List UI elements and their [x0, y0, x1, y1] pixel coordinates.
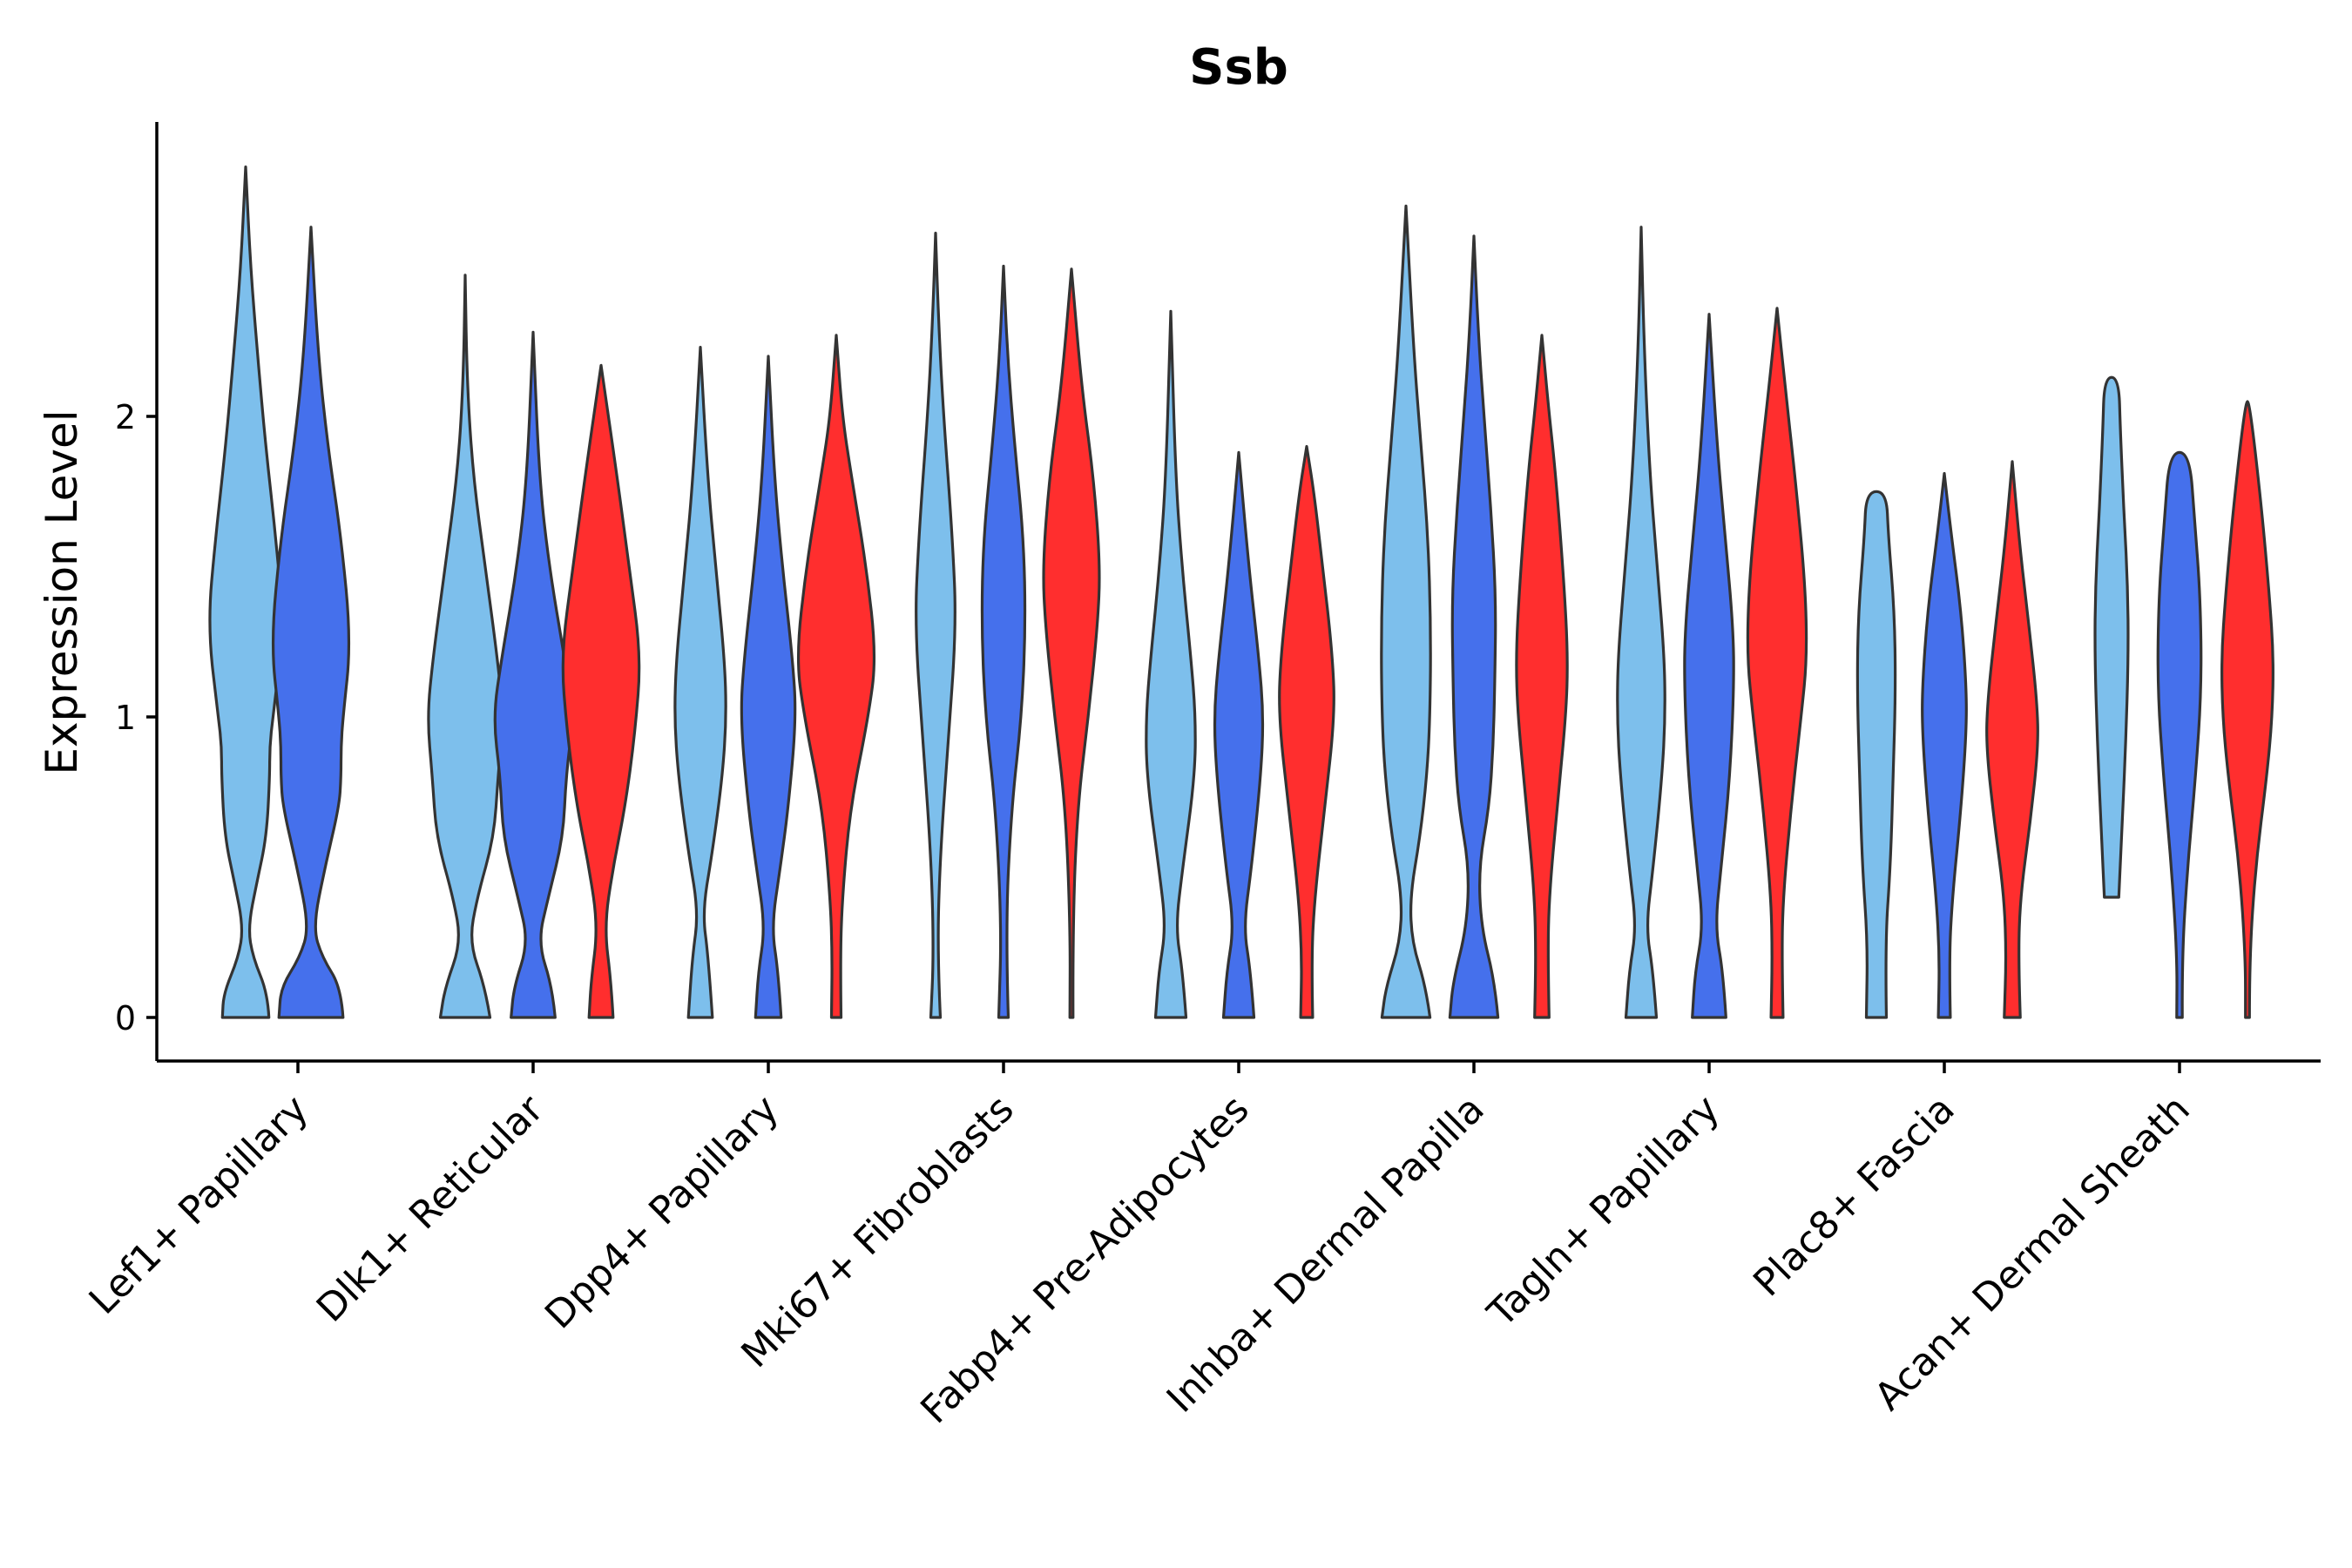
violin-tagln-papillary-s1 — [1616, 226, 1666, 1019]
violin-inhba-dermal-papilla-s3 — [1515, 334, 1569, 1019]
violin-acan-dermal-sheath-s3 — [2220, 400, 2274, 1019]
violin-dpp4-papillary-s1 — [673, 346, 727, 1019]
violin-fabp4-pre-adipocytes-s2 — [1213, 450, 1265, 1019]
violin-acan-dermal-sheath-s1 — [2093, 375, 2130, 899]
violin-plac8-fascia-s3 — [1985, 460, 2039, 1019]
violin-mki67-fibroblasts-s1 — [915, 232, 956, 1019]
x-tick-label-lef1-papillary: Lef1+ Papillary — [81, 1087, 317, 1323]
x-tick-label-tagln-papillary: Tagln+ Papillary — [1479, 1087, 1728, 1336]
y-tick-label-1: 1 — [115, 699, 136, 737]
x-tick-label-dlk1-reticular: Dlk1+ Reticular — [308, 1086, 553, 1331]
x-tick-label-plac8-fascia: Plac8+ Fascia — [1745, 1087, 1963, 1306]
y-tick-label-0: 0 — [115, 999, 136, 1037]
violin-dlk1-reticular-s2 — [493, 330, 573, 1019]
violin-lef1-papillary-s2 — [271, 226, 351, 1019]
x-tick-label-dpp4-papillary: Dpp4+ Papillary — [537, 1087, 787, 1338]
violin-dpp4-papillary-s2 — [740, 355, 797, 1019]
violin-lef1-papillary-s1 — [208, 166, 283, 1019]
violin-tagln-papillary-s2 — [1683, 313, 1735, 1019]
chart-title: Ssb — [1189, 39, 1288, 96]
violin-mki67-fibroblasts-s2 — [980, 264, 1027, 1019]
y-tick-label-2: 2 — [115, 398, 136, 436]
violin-dpp4-papillary-s3 — [796, 334, 876, 1019]
violin-fabp4-pre-adipocytes-s1 — [1145, 309, 1197, 1019]
violin-inhba-dermal-papilla-s2 — [1448, 234, 1500, 1019]
violin-dlk1-reticular-s1 — [427, 274, 504, 1019]
violin-acan-dermal-sheath-s2 — [2156, 450, 2203, 1019]
y-axis-label: Expression Level — [37, 409, 87, 774]
violin-inhba-dermal-papilla-s1 — [1380, 204, 1432, 1019]
violin-tagln-papillary-s3 — [1746, 307, 1808, 1019]
violin-group — [208, 166, 2274, 1019]
violin-plac8-fascia-s1 — [1855, 490, 1897, 1019]
violin-dlk1-reticular-s3 — [561, 363, 641, 1019]
violin-plac8-fascia-s2 — [1921, 471, 1968, 1019]
y-axis-ticks: 0 1 2 — [115, 398, 157, 1037]
violin-mki67-fibroblasts-s3 — [1042, 267, 1101, 1019]
violin-fabp4-pre-adipocytes-s3 — [1278, 444, 1335, 1019]
